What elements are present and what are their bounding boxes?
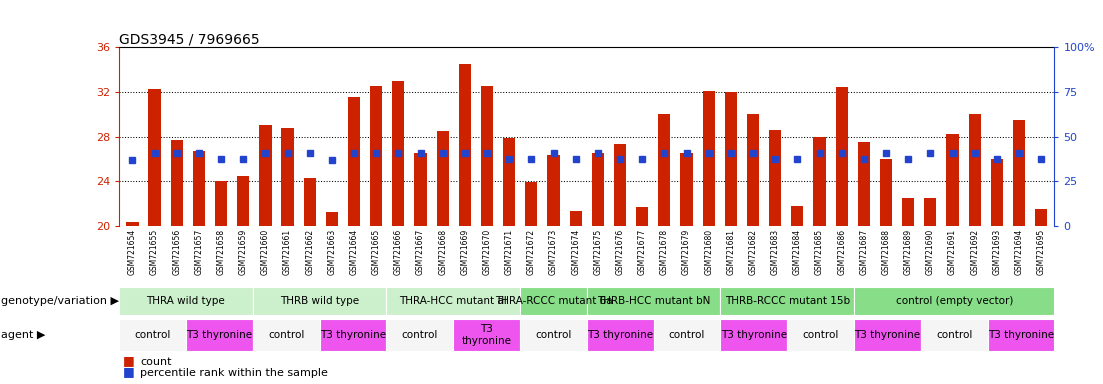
Text: control: control [135, 330, 171, 340]
Bar [880, 159, 892, 226]
Bar [769, 130, 781, 226]
Text: T3 thyronine: T3 thyronine [587, 330, 653, 340]
Bar [119, 319, 186, 351]
Bar [854, 287, 1054, 315]
Bar [569, 211, 581, 226]
Bar [371, 86, 383, 226]
Bar [520, 287, 587, 315]
Text: ■: ■ [122, 365, 135, 378]
Text: T3
thyronine: T3 thyronine [461, 324, 512, 346]
Bar [924, 198, 936, 226]
Bar [237, 175, 249, 226]
Text: THRA-HCC mutant al: THRA-HCC mutant al [399, 296, 507, 306]
Bar [503, 137, 515, 226]
Bar [149, 89, 161, 226]
Bar [127, 222, 139, 226]
Bar [946, 134, 959, 226]
Bar [658, 114, 671, 226]
Text: T3 thyronine: T3 thyronine [186, 330, 253, 340]
Bar [725, 92, 737, 226]
Bar [990, 159, 1003, 226]
Bar [592, 153, 604, 226]
Bar [193, 151, 205, 226]
Bar [393, 81, 405, 226]
Bar [281, 127, 293, 226]
Bar [171, 140, 183, 226]
Text: control (empty vector): control (empty vector) [896, 296, 1013, 306]
Bar [587, 319, 654, 351]
Bar [453, 319, 520, 351]
Bar [858, 142, 870, 226]
Bar [720, 287, 854, 315]
Bar [325, 212, 338, 226]
Bar [654, 319, 720, 351]
Bar [547, 156, 559, 226]
Bar [747, 114, 759, 226]
Text: THRB wild type: THRB wild type [280, 296, 360, 306]
Bar [1013, 120, 1025, 226]
Text: control: control [668, 330, 705, 340]
Bar [415, 153, 427, 226]
Text: percentile rank within the sample: percentile rank within the sample [140, 368, 328, 378]
Text: T3 thyronine: T3 thyronine [720, 330, 786, 340]
Text: THRB-RCCC mutant 15b: THRB-RCCC mutant 15b [725, 296, 849, 306]
Text: THRB-HCC mutant bN: THRB-HCC mutant bN [597, 296, 710, 306]
Bar [119, 287, 253, 315]
Text: control: control [401, 330, 438, 340]
Text: count: count [140, 357, 172, 367]
Bar [587, 287, 720, 315]
Bar [703, 91, 715, 226]
Text: T3 thyronine: T3 thyronine [988, 330, 1054, 340]
Text: control: control [268, 330, 304, 340]
Bar [437, 131, 449, 226]
Text: GDS3945 / 7969665: GDS3945 / 7969665 [119, 32, 259, 46]
Bar [636, 207, 649, 226]
Bar [681, 153, 693, 226]
Text: T3 thyronine: T3 thyronine [320, 330, 386, 340]
Bar [253, 319, 320, 351]
Bar [720, 319, 788, 351]
Bar [215, 181, 227, 226]
Text: THRA wild type: THRA wild type [147, 296, 225, 306]
Bar [386, 319, 453, 351]
Bar [347, 98, 361, 226]
Bar [987, 319, 1054, 351]
Text: control: control [535, 330, 571, 340]
Bar [525, 182, 537, 226]
Bar [854, 319, 921, 351]
Text: ■: ■ [122, 354, 135, 367]
Text: control: control [803, 330, 838, 340]
Bar [186, 319, 253, 351]
Bar [902, 198, 914, 226]
Bar [921, 319, 987, 351]
Bar [481, 86, 493, 226]
Bar [386, 287, 520, 315]
Bar [791, 206, 803, 226]
Text: agent ▶: agent ▶ [1, 330, 45, 340]
Text: T3 thyronine: T3 thyronine [855, 330, 921, 340]
Bar [813, 136, 826, 226]
Bar [259, 125, 271, 226]
Bar [614, 144, 627, 226]
Bar [320, 319, 386, 351]
Bar [968, 114, 981, 226]
Bar [788, 319, 854, 351]
Bar [1035, 209, 1047, 226]
Text: THRA-RCCC mutant 6a: THRA-RCCC mutant 6a [494, 296, 612, 306]
Bar [253, 287, 386, 315]
Bar [459, 64, 471, 226]
Text: genotype/variation ▶: genotype/variation ▶ [1, 296, 119, 306]
Text: control: control [936, 330, 973, 340]
Bar [520, 319, 587, 351]
Bar [303, 178, 315, 226]
Bar [836, 88, 848, 226]
